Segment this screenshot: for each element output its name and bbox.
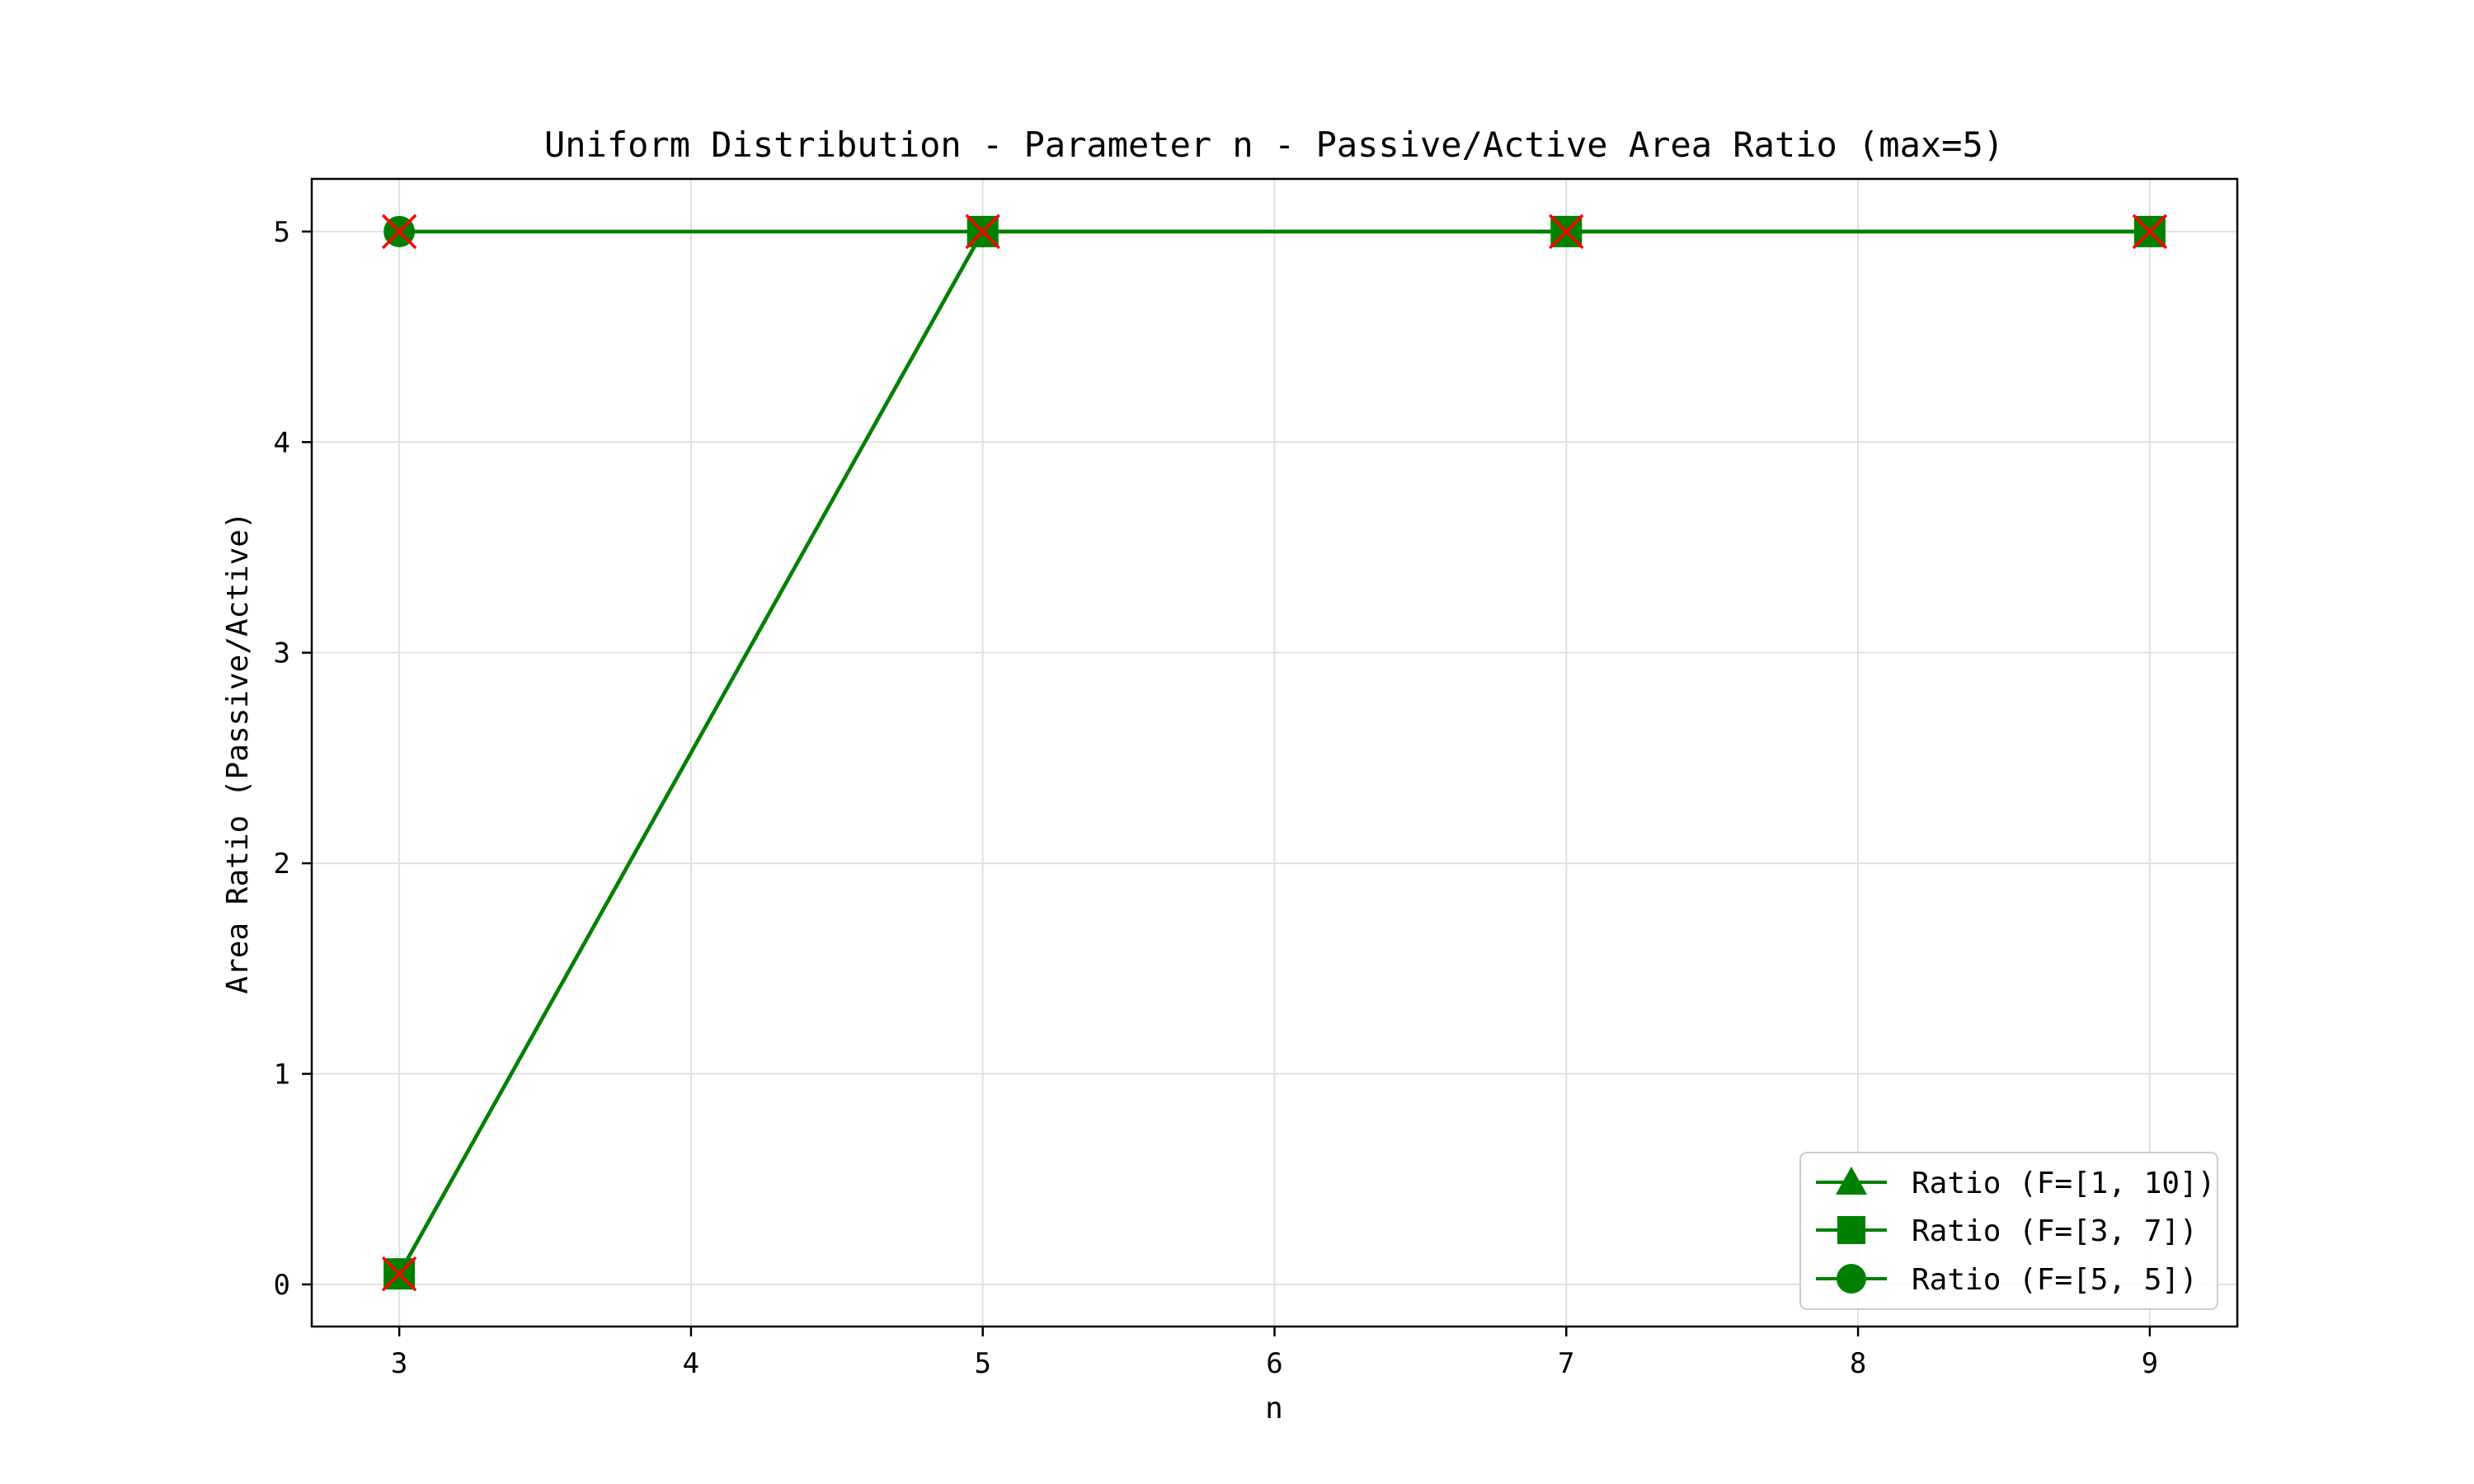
legend-box [1799,1152,2218,1310]
cap-x-marker [381,214,417,250]
legend: Ratio (F=[1, 10]) Ratio (F=[3, 7]) Ratio… [1799,1152,2218,1310]
legend-item-3: Ratio (F=[5, 5]) [1816,1263,2198,1297]
y-tick-label: 0 [274,1269,290,1302]
legend-label-3: Ratio (F=[5, 5]) [1912,1263,2198,1297]
axis-ticks: 3 4 5 6 7 8 9 0 1 2 3 4 5 [274,216,2159,1380]
y-axis-label: Area Ratio (Passive/Active) [221,511,255,993]
y-tick-label: 4 [274,426,290,459]
x-axis-label: n [1265,1392,1283,1425]
circle-marker-icon [1837,1264,1866,1294]
square-marker-icon [1837,1216,1865,1244]
data-markers [381,214,2168,1292]
triangle-marker-icon [1836,1167,1867,1195]
legend-item-1: Ratio (F=[1, 10]) [1816,1167,2215,1200]
x-tick-label: 4 [683,1347,699,1380]
x-tick-label: 9 [2142,1347,2158,1380]
y-tick-label: 3 [274,637,290,670]
cap-x-marker [965,214,1000,250]
series-lines [397,229,2150,1275]
x-tick-label: 5 [974,1347,990,1380]
legend-item-2: Ratio (F=[3, 7]) [1816,1214,2198,1248]
y-tick-label: 1 [274,1059,290,1092]
legend-label-1: Ratio (F=[1, 10]) [1912,1167,2215,1200]
cap-x-marker [381,1256,417,1292]
x-tick-label: 7 [1558,1347,1574,1380]
cap-x-marker [2132,214,2168,250]
cap-x-marker [1549,214,1584,250]
chart-title: Uniform Distribution - Parameter n - Pas… [544,124,2004,165]
x-tick-label: 3 [391,1347,407,1380]
legend-label-2: Ratio (F=[3, 7]) [1912,1214,2198,1248]
x-tick-label: 8 [1850,1347,1866,1380]
y-tick-label: 2 [274,848,290,881]
y-tick-label: 5 [274,216,290,249]
x-tick-label: 6 [1266,1347,1282,1380]
